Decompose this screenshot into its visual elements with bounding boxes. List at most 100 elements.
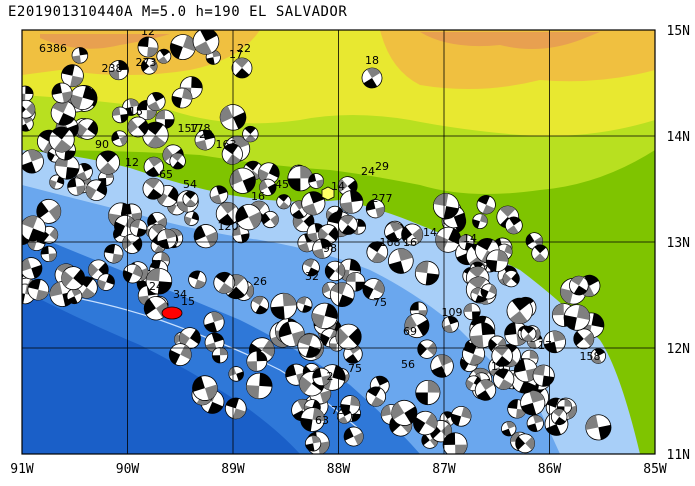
beachball-symbol xyxy=(414,260,440,286)
beachball-symbol xyxy=(569,275,589,296)
beachball-symbol xyxy=(501,421,517,437)
beachball-symbol xyxy=(304,435,322,452)
beachball-symbol xyxy=(192,30,220,55)
event-number: 29 xyxy=(199,128,213,141)
beachball-symbol xyxy=(339,190,364,214)
beachball-symbol xyxy=(585,414,612,441)
beachball-symbol xyxy=(476,195,496,215)
beachball-symbol xyxy=(450,406,472,427)
beachball-symbol xyxy=(127,116,149,138)
beachball-symbol xyxy=(232,226,250,244)
beachball-symbol xyxy=(146,91,166,112)
highlighted-event xyxy=(161,306,183,320)
event-number: 15 xyxy=(181,295,195,308)
beachball-symbol xyxy=(213,271,236,294)
beachball-symbol xyxy=(76,118,99,140)
beachball-symbol xyxy=(231,57,253,79)
event-number: 15 xyxy=(129,105,143,118)
beachball-symbol xyxy=(36,198,62,224)
event-number: 45 xyxy=(275,178,289,191)
event-number: 178 xyxy=(190,122,211,135)
beachball-symbol xyxy=(179,327,201,350)
beachball-symbol xyxy=(366,241,389,263)
beachball-symbol xyxy=(250,295,269,315)
beachball-symbol xyxy=(515,433,535,454)
beachball-symbol xyxy=(137,36,159,58)
beachball-symbol xyxy=(70,85,96,111)
beachball-symbol xyxy=(384,221,405,242)
beachball-symbol xyxy=(276,194,292,210)
land-peak-west xyxy=(40,34,170,49)
beachball-symbol xyxy=(504,216,523,235)
beachball-symbol xyxy=(301,191,326,216)
beachball-symbol xyxy=(95,150,120,175)
event-number: 63 xyxy=(39,42,53,55)
event-number: 65 xyxy=(159,168,173,181)
event-number: 73 xyxy=(331,404,345,417)
event-number: 98 xyxy=(323,242,337,255)
beachball-symbol xyxy=(590,348,606,364)
event-number: 238 xyxy=(102,62,123,75)
beachball-symbol xyxy=(156,228,177,249)
event-number: 24 xyxy=(149,280,163,293)
beachball-symbol xyxy=(311,302,338,330)
lat-tick-label: 11N xyxy=(667,448,690,463)
lon-tick-label: 91W xyxy=(10,462,34,477)
beachball-symbol xyxy=(71,47,89,64)
beachball-symbol xyxy=(469,322,496,349)
beachball-symbol xyxy=(209,185,229,204)
beachball-symbol xyxy=(192,375,218,401)
beachball-symbol xyxy=(184,211,199,226)
beachball-symbol xyxy=(246,372,273,400)
event-number: 157 xyxy=(178,122,199,135)
beachball-symbol xyxy=(514,358,538,383)
beachball-symbol xyxy=(442,432,468,454)
land-peak xyxy=(420,32,600,49)
beachball-symbol xyxy=(156,48,172,64)
beachball-symbol xyxy=(51,82,73,104)
event-number: 18 xyxy=(365,54,379,67)
beachball-symbol xyxy=(194,129,216,151)
event-number: 15 xyxy=(491,360,505,373)
beachball-symbol xyxy=(492,368,515,390)
beachball-symbol xyxy=(472,213,488,230)
event-number: 54 xyxy=(183,178,197,191)
event-number: 109 xyxy=(442,306,463,319)
event-number: 22 xyxy=(237,42,251,55)
lon-tick-label: 88W xyxy=(327,462,351,477)
beachball-symbol xyxy=(550,408,568,426)
beachball-symbol xyxy=(22,99,36,119)
beachball-symbol xyxy=(143,156,164,177)
beachball-symbol xyxy=(365,199,386,219)
event-number: 163 xyxy=(216,138,237,151)
beachball-symbol xyxy=(532,364,555,387)
beachball-symbol xyxy=(297,333,322,358)
beachball-symbol xyxy=(388,248,414,274)
event-number: 2 xyxy=(327,370,334,383)
event-number: 56 xyxy=(401,358,415,371)
beachball-symbol xyxy=(362,278,385,301)
event-number: 14 xyxy=(463,232,477,245)
beachball-symbol xyxy=(506,297,533,325)
beachball-symbol xyxy=(108,60,129,81)
beachball-symbol xyxy=(480,283,497,300)
event-number: 12 xyxy=(125,156,139,169)
beachball-symbol xyxy=(462,342,486,366)
beachball-symbol xyxy=(136,100,157,121)
beachball-symbol xyxy=(103,243,124,264)
epicenter-marker xyxy=(321,186,335,201)
event-number: 16 xyxy=(403,236,417,249)
event-number: 24 xyxy=(361,165,375,178)
beachball-symbol xyxy=(336,408,352,424)
event-number: 17 xyxy=(229,48,243,61)
beachball-symbol xyxy=(312,367,331,387)
beachball-symbol xyxy=(573,328,595,350)
beachball-symbol xyxy=(563,304,591,331)
map-title: E201901310440A M=5.0 h=190 EL SALVADOR xyxy=(8,4,348,20)
beachball-symbol xyxy=(324,260,346,282)
beachball-symbol xyxy=(261,210,279,229)
event-number: 63 xyxy=(315,414,329,427)
beachball-symbol xyxy=(145,267,173,295)
